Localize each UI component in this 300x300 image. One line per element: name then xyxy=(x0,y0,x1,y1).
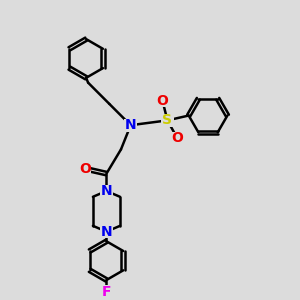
Bar xyxy=(100,185,113,197)
Text: F: F xyxy=(102,285,111,298)
Text: O: O xyxy=(171,131,183,145)
Text: N: N xyxy=(101,184,112,198)
Bar xyxy=(100,225,113,238)
Text: N: N xyxy=(125,118,136,132)
Bar xyxy=(79,163,92,175)
Text: O: O xyxy=(79,162,91,176)
Bar xyxy=(161,114,174,127)
Bar xyxy=(171,131,183,144)
Bar xyxy=(124,119,137,131)
Bar xyxy=(156,95,169,107)
Text: N: N xyxy=(101,225,112,238)
Text: S: S xyxy=(162,113,172,128)
Text: O: O xyxy=(157,94,169,108)
Bar xyxy=(100,285,113,298)
